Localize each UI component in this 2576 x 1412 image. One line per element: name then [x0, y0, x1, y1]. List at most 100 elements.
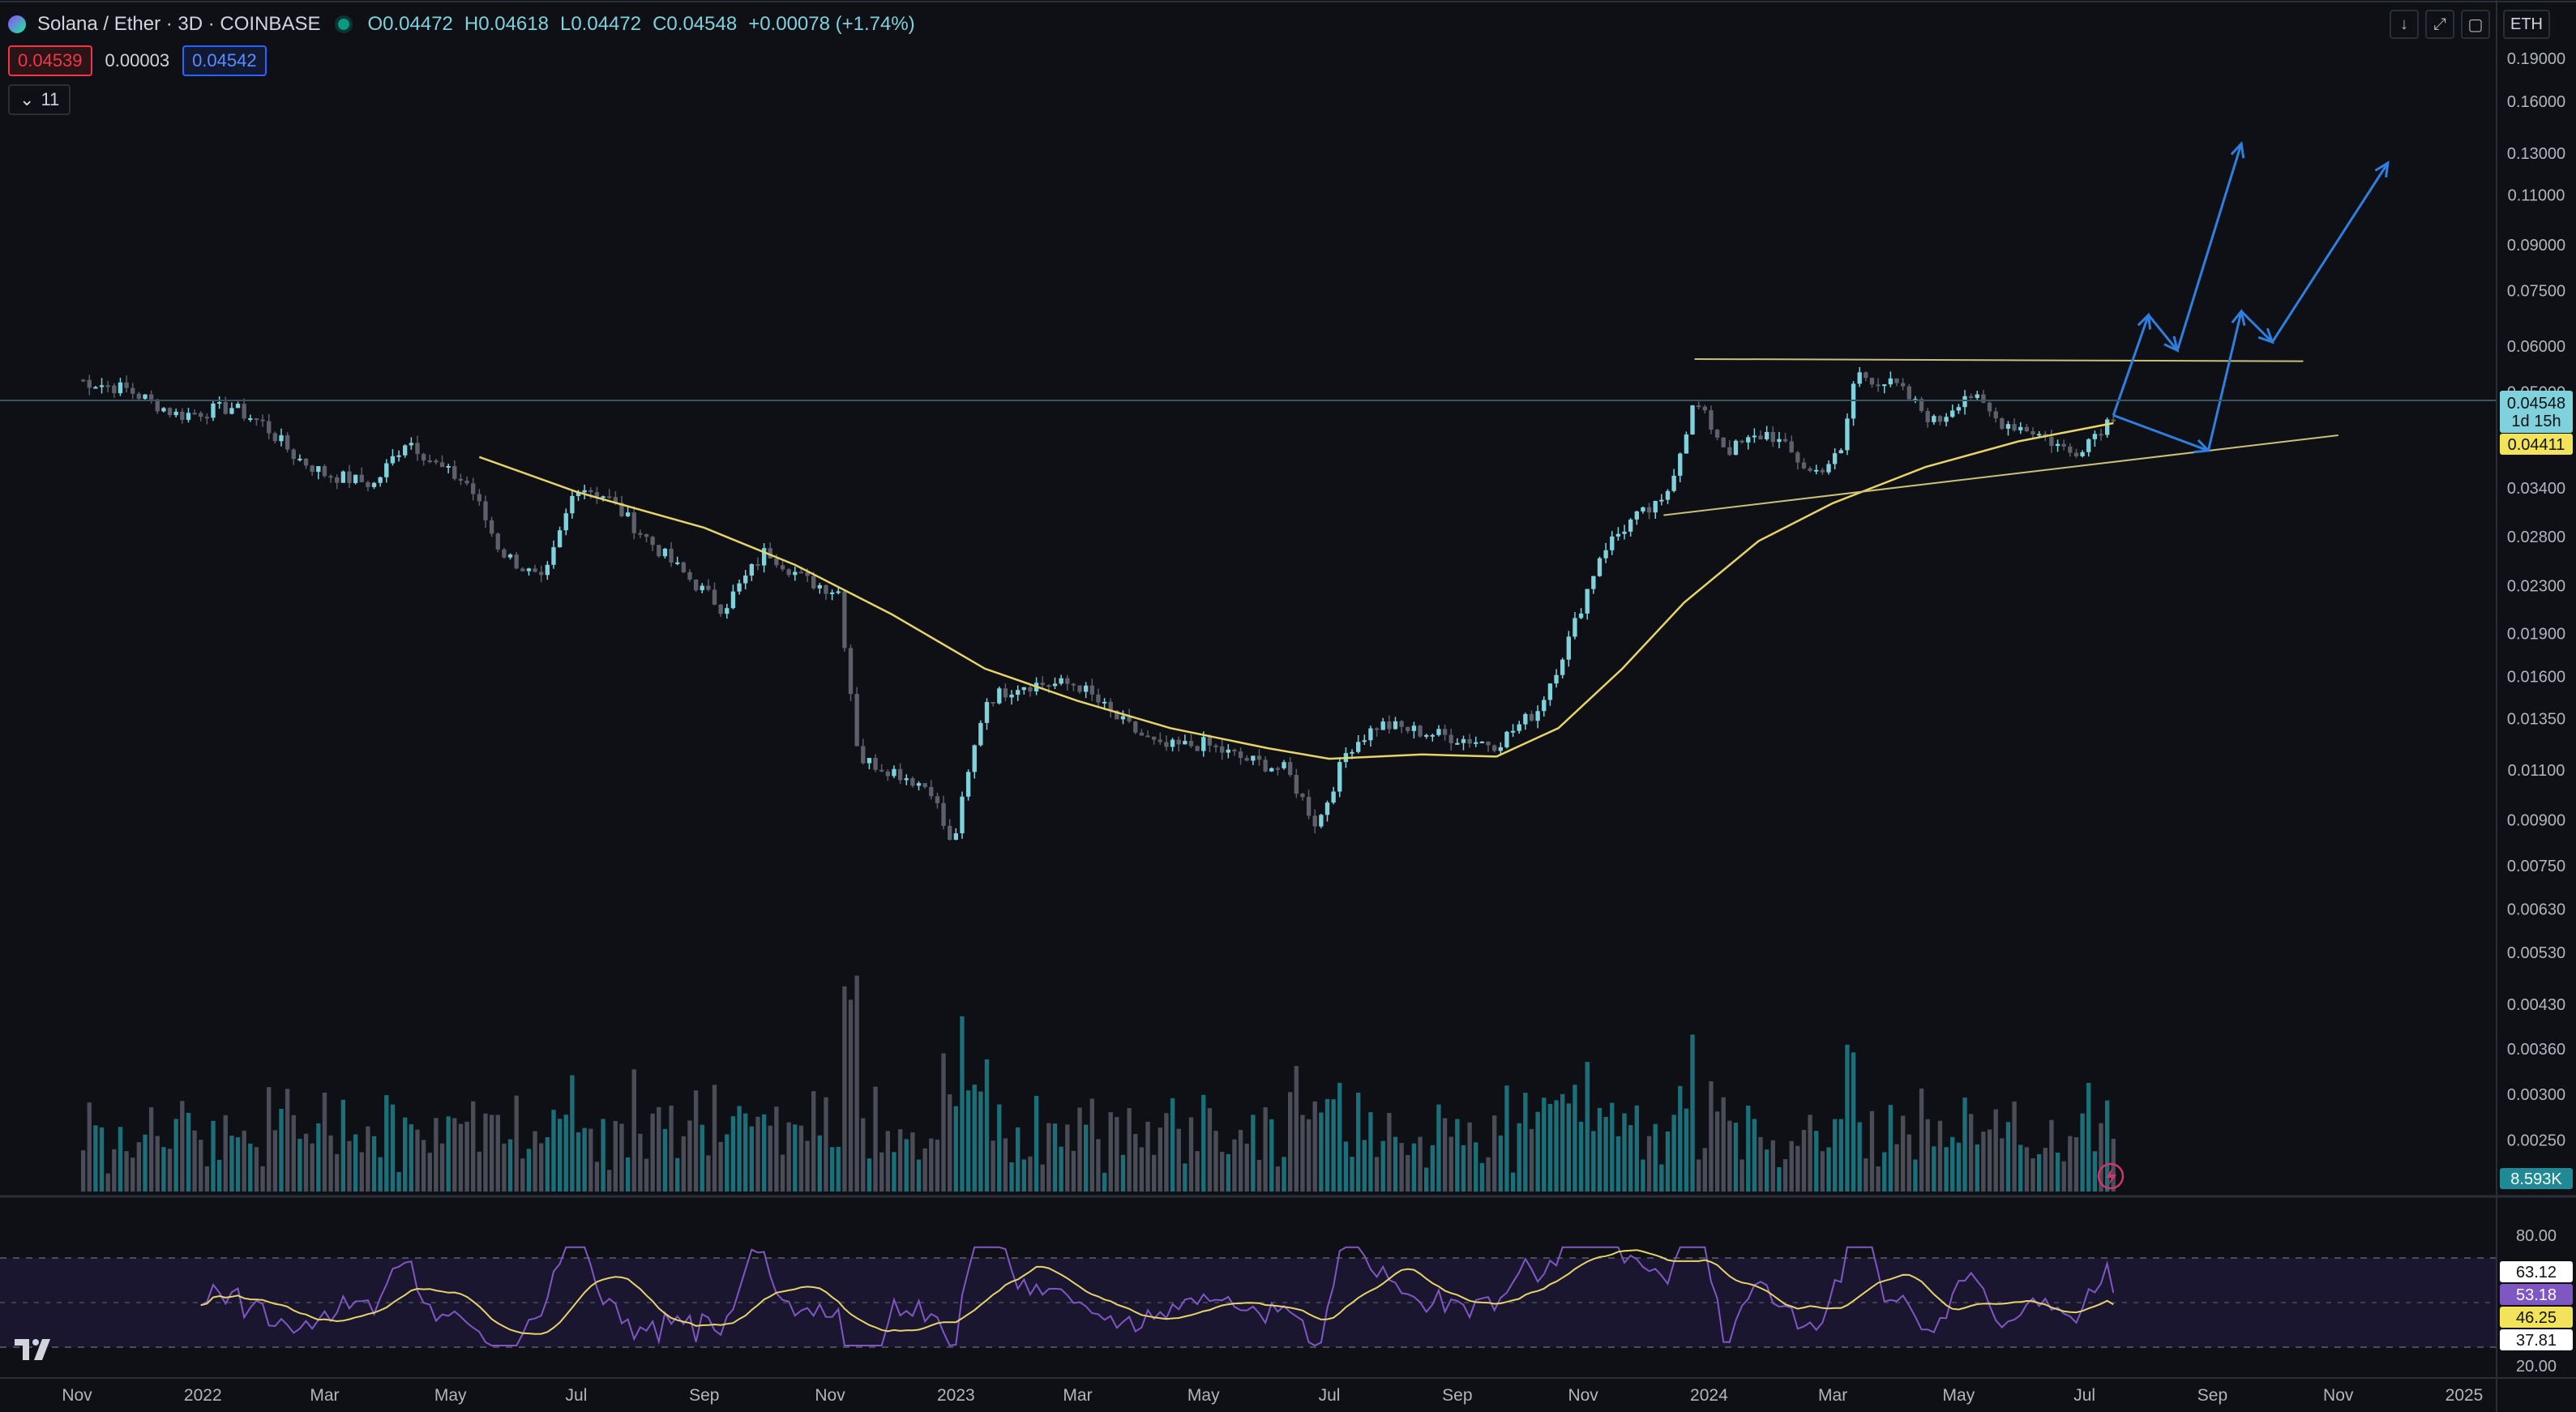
- volume-bar: [730, 1116, 736, 1192]
- volume-bar: [229, 1136, 234, 1192]
- candle-body: [2036, 434, 2042, 436]
- last-price-badge: 0.04548 1d 15h: [2500, 391, 2573, 433]
- volume-bar: [755, 1116, 760, 1192]
- volume-bar: [539, 1143, 544, 1192]
- volume-bar: [1319, 1112, 1324, 1192]
- currency-button[interactable]: ETH: [2503, 10, 2550, 39]
- candle-body: [167, 408, 173, 416]
- volume-bar: [761, 1114, 767, 1192]
- candle-body: [594, 492, 600, 497]
- volume-bar: [1993, 1109, 1998, 1192]
- candle-body: [2018, 426, 2023, 430]
- volume-bar: [1492, 1115, 1497, 1192]
- projection-arrow-segment[interactable]: [2176, 143, 2243, 351]
- candle-body: [1641, 507, 1645, 511]
- candle-body: [2061, 443, 2066, 447]
- volume-bar: [421, 1140, 426, 1192]
- candle-body: [1448, 734, 1453, 743]
- download-icon[interactable]: ↓: [2390, 10, 2419, 39]
- projection-arrow-segment[interactable]: [2147, 314, 2179, 352]
- volume-bar: [1046, 1123, 1051, 1192]
- candle-body: [1319, 815, 1324, 827]
- volume-bar: [1758, 1136, 1763, 1192]
- candle-body: [1758, 435, 1763, 440]
- candle-body: [285, 434, 290, 450]
- price-axis-tick: 0.02800: [2507, 528, 2565, 546]
- candle-body: [340, 471, 346, 483]
- candle-body: [786, 569, 791, 575]
- volume-bar: [1857, 1122, 1862, 1192]
- buy-price-button[interactable]: 0.04542: [182, 45, 267, 76]
- volume-bar: [1721, 1097, 1726, 1192]
- volume-bar: [1331, 1099, 1336, 1192]
- volume-bar: [1016, 1127, 1021, 1192]
- volume-bar: [1789, 1140, 1794, 1192]
- projection-arrow-segment[interactable]: [2206, 310, 2243, 451]
- volume-value: 8.593K: [2510, 1170, 2562, 1188]
- volume-bar: [675, 1157, 680, 1192]
- projection-arrow-segment[interactable]: [2271, 162, 2390, 343]
- volume-bar: [359, 1152, 364, 1192]
- candle-body: [1981, 394, 1986, 403]
- volume-bar: [471, 1101, 476, 1192]
- drawings: [1663, 140, 2390, 516]
- rsi-low-value: 37.81: [2516, 1332, 2557, 1350]
- support-line[interactable]: [1663, 434, 2339, 516]
- candle-body: [1486, 741, 1491, 746]
- volume-bar: [867, 1158, 872, 1192]
- price-axis-tick: 0.00530: [2507, 944, 2565, 962]
- volume-bar: [1350, 1157, 1354, 1192]
- price-axis-tick: 0.00250: [2507, 1132, 2565, 1149]
- candle-body: [1876, 384, 1881, 387]
- volume-bar: [254, 1147, 259, 1192]
- lightning-icon[interactable]: [2097, 1162, 2125, 1190]
- candle-body: [421, 454, 426, 461]
- candle-body: [1764, 431, 1769, 440]
- candle-body: [99, 385, 105, 387]
- candle-body: [774, 558, 779, 566]
- volume-bar: [2092, 1151, 2098, 1192]
- projection-arrow-segment[interactable]: [2112, 314, 2150, 416]
- volume-bar: [285, 1089, 290, 1192]
- candle-body: [1145, 735, 1150, 738]
- sell-price-button[interactable]: 0.04539: [8, 45, 92, 76]
- chart-tool-buttons: ↓ ⤢ ▢: [2390, 10, 2490, 39]
- resistance-line[interactable]: [1694, 357, 2304, 362]
- candle-body: [204, 417, 210, 419]
- candle-body: [489, 520, 494, 534]
- snapshot-icon[interactable]: ▢: [2461, 10, 2490, 39]
- candle-body: [1529, 713, 1534, 721]
- volume-bar: [1795, 1145, 1800, 1192]
- candle-body: [916, 783, 922, 786]
- symbol-title[interactable]: Solana / Ether · 3D · COINBASE: [37, 13, 321, 35]
- candle-body: [1331, 791, 1336, 803]
- volume-bar: [186, 1112, 191, 1192]
- fullscreen-icon[interactable]: ⤢: [2425, 10, 2454, 39]
- candle-body: [892, 768, 896, 777]
- indicators-toggle[interactable]: ⌄ 11: [8, 84, 71, 115]
- tradingview-logo[interactable]: [15, 1334, 57, 1367]
- candle-body: [223, 402, 228, 414]
- candle-body: [173, 411, 178, 416]
- price-axis-tick: 0.06000: [2507, 338, 2565, 356]
- candle-body: [848, 648, 854, 695]
- candle-body: [1115, 710, 1119, 720]
- projection-arrow-segment[interactable]: [2240, 310, 2274, 344]
- ma-price-badge: 0.04411: [2500, 434, 2573, 455]
- volume-bar: [1102, 1172, 1107, 1192]
- price-axis-tick: 0.00630: [2507, 901, 2565, 919]
- volume-bar: [725, 1134, 730, 1192]
- candle-body: [1665, 490, 1671, 500]
- volume-bar: [1442, 1118, 1448, 1192]
- candle-body: [1164, 742, 1169, 747]
- candle-body: [1832, 453, 1838, 464]
- volume-bar: [1498, 1135, 1503, 1192]
- projection-arrow-segment[interactable]: [2112, 413, 2209, 452]
- candle-body: [2000, 418, 2005, 429]
- volume-bar: [1368, 1112, 1373, 1192]
- ohlc-open: O0.04472: [367, 13, 453, 35]
- candle-body: [1814, 469, 1819, 472]
- candle-body: [1324, 802, 1330, 815]
- candle-body: [1944, 417, 1949, 422]
